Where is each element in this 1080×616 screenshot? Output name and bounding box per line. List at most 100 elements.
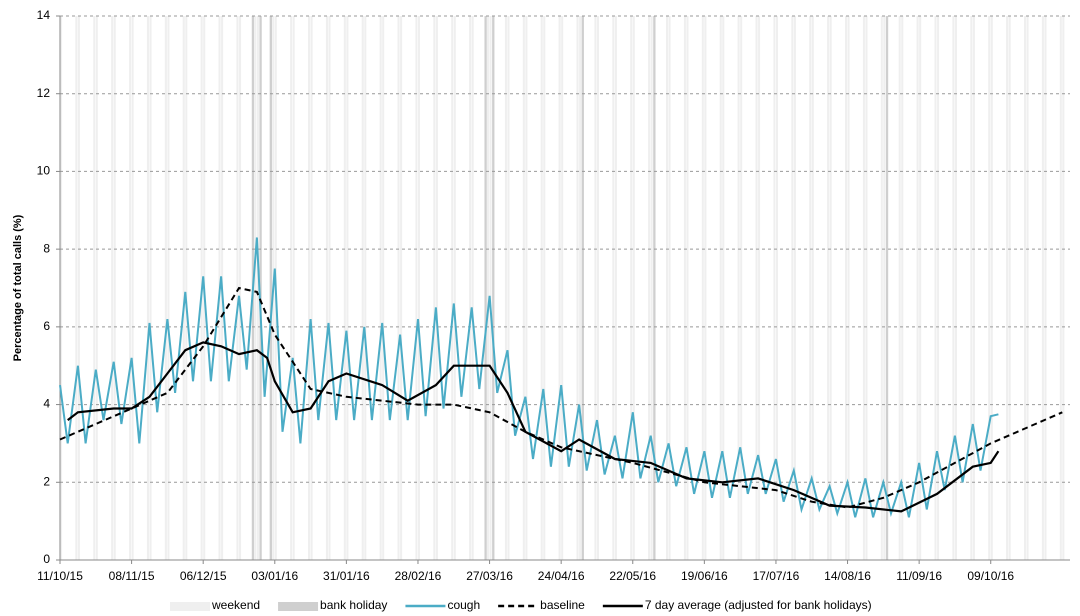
weekend-band xyxy=(131,16,134,560)
weekend-band xyxy=(594,16,597,560)
weekend-band xyxy=(417,16,421,560)
x-tick-label: 19/06/16 xyxy=(681,569,728,583)
weekend-band xyxy=(916,16,919,560)
weekend-band xyxy=(952,16,955,560)
bank-holiday-band xyxy=(484,16,487,560)
weekend-band xyxy=(149,16,152,560)
weekend-band xyxy=(93,16,96,560)
weekend-band xyxy=(364,16,367,560)
weekend-band xyxy=(972,16,975,560)
weekend-band xyxy=(579,16,582,560)
weekend-band xyxy=(775,16,778,560)
weekend-band xyxy=(504,16,507,560)
weekend-band xyxy=(292,16,295,560)
weekend-band xyxy=(451,16,454,560)
weekend-band xyxy=(77,16,80,560)
weekend-band xyxy=(668,16,671,560)
bank-holiday-band xyxy=(885,16,889,560)
y-tick-label: 10 xyxy=(37,164,51,178)
x-tick-label: 14/08/16 xyxy=(824,569,871,583)
weekend-band xyxy=(433,16,436,560)
weekend-band xyxy=(507,16,510,560)
weekend-band xyxy=(683,16,686,560)
legend-swatch xyxy=(278,602,319,611)
bank-holiday-band xyxy=(269,16,272,560)
weekend-band xyxy=(113,16,116,560)
weekend-band xyxy=(164,16,167,560)
weekend-band xyxy=(722,16,725,560)
weekend-band xyxy=(95,16,98,560)
weekend-band xyxy=(561,16,564,560)
x-tick-label: 17/07/16 xyxy=(753,569,800,583)
series-line xyxy=(59,237,999,518)
series-line xyxy=(59,286,1063,509)
weekend-band xyxy=(361,16,364,560)
weekend-band xyxy=(60,16,63,560)
legend-label: weekend xyxy=(211,598,260,612)
legend-swatch xyxy=(170,602,210,611)
weekend-band xyxy=(773,16,776,560)
weekend-band xyxy=(146,16,149,560)
weekend-band xyxy=(310,16,313,560)
y-tick-label: 14 xyxy=(37,8,51,22)
weekend-band xyxy=(182,16,185,560)
weekend-band xyxy=(614,16,617,560)
weekend-band xyxy=(435,16,438,560)
weekend-band xyxy=(111,16,114,560)
weekend-band xyxy=(1059,16,1062,560)
weekend-band xyxy=(75,16,78,560)
weekend-band xyxy=(290,16,293,560)
weekend-band xyxy=(543,16,546,560)
weekend-band xyxy=(811,16,814,560)
weekend-band xyxy=(596,16,600,560)
weekend-band xyxy=(576,16,579,560)
weekend-band xyxy=(755,16,758,560)
weekend-band xyxy=(1023,16,1027,560)
weekend-band xyxy=(558,16,561,560)
weekend-band xyxy=(934,16,937,560)
weekend-band xyxy=(346,16,349,560)
weekend-band xyxy=(489,16,492,560)
bank-holiday-band xyxy=(492,16,495,560)
weekend-band xyxy=(1006,16,1009,560)
weekend-band xyxy=(325,16,328,560)
weekend-band xyxy=(129,16,132,560)
weekend-band xyxy=(525,16,528,560)
x-tick-label: 24/04/16 xyxy=(538,569,585,583)
weekend-band xyxy=(827,16,830,560)
weekend-band xyxy=(650,16,653,560)
weekend-band xyxy=(758,16,761,560)
x-tick-label: 27/03/16 xyxy=(466,569,513,583)
weekend-band xyxy=(379,16,382,560)
weekend-band xyxy=(862,16,865,560)
weekend-band xyxy=(704,16,707,560)
x-tick-label: 31/01/16 xyxy=(323,569,370,583)
x-tick-label: 09/10/16 xyxy=(967,569,1014,583)
weekend-band xyxy=(612,16,615,560)
y-axis-label: Percentage of total calls (%) xyxy=(12,214,24,361)
weekend-band xyxy=(400,16,403,560)
weekend-band xyxy=(865,16,868,560)
x-tick-label: 08/11/15 xyxy=(109,569,155,583)
weekend-band xyxy=(901,16,904,560)
legend-label: cough xyxy=(447,598,480,612)
bank-holiday-band xyxy=(259,16,262,560)
x-tick-label: 11/09/16 xyxy=(896,569,942,583)
weekend-band xyxy=(236,16,239,560)
bank-holiday-band xyxy=(581,16,584,560)
weekend-band xyxy=(898,16,901,560)
weekend-band xyxy=(937,16,940,560)
weekend-band xyxy=(793,16,796,560)
legend-label: baseline xyxy=(540,598,585,612)
legend-label: 7 day average (adjusted for bank holiday… xyxy=(645,598,872,612)
weekend-band xyxy=(883,16,886,560)
weekend-band xyxy=(415,16,418,560)
weekend-band xyxy=(471,16,474,560)
weekend-band xyxy=(522,16,525,560)
weekend-band xyxy=(701,16,704,560)
weekend-band xyxy=(648,16,651,560)
x-tick-label: 22/05/16 xyxy=(609,569,656,583)
weekend-band xyxy=(343,16,346,560)
weekend-band xyxy=(719,16,722,560)
